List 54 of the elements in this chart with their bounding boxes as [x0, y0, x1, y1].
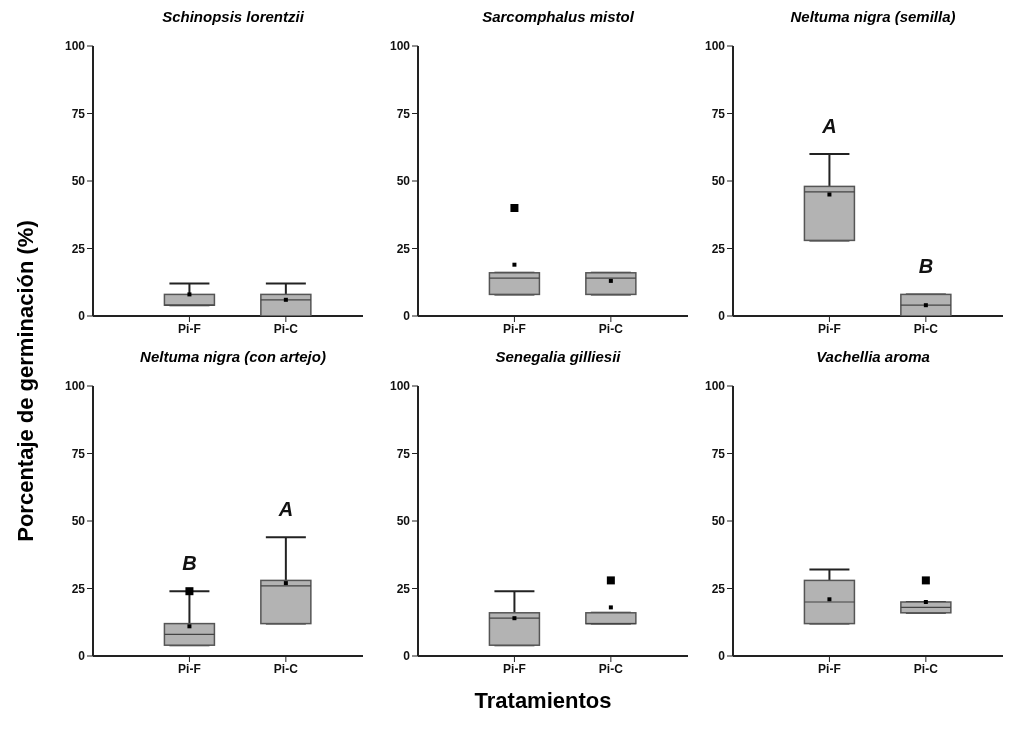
y-tick-label: 25: [71, 581, 86, 596]
y-tick-label: 0: [78, 649, 86, 664]
y-tick-label: 0: [403, 309, 411, 324]
y-tick-label: 50: [396, 514, 411, 529]
annotation: A: [821, 115, 837, 137]
y-tick-label: 0: [403, 649, 411, 664]
x-tick-label: Pi-C: [913, 661, 939, 676]
y-tick-label: 25: [71, 241, 86, 256]
x-tick-label: Pi-F: [178, 321, 201, 336]
y-tick-label: 25: [711, 581, 726, 596]
x-tick-label: Pi-C: [598, 321, 624, 336]
y-tick-label: 0: [78, 309, 86, 324]
y-tick-label: 25: [396, 581, 411, 596]
annotation: B: [918, 255, 934, 278]
y-tick-label: 25: [711, 241, 726, 256]
annotation: B: [182, 552, 197, 575]
chart-title: Senegalia gilliesii: [494, 348, 622, 367]
y-tick-label: 0: [718, 649, 726, 664]
y-tick-label: 50: [71, 174, 86, 189]
y-tick-label: 50: [711, 174, 726, 189]
x-tick-label: Pi-F: [818, 661, 841, 676]
y-tick-label: 75: [71, 446, 86, 461]
x-tick-label: Pi-C: [273, 661, 299, 676]
y-tick-label: 100: [64, 39, 86, 54]
y-tick-label: 50: [711, 514, 726, 529]
y-tick-label: 100: [389, 39, 411, 54]
y-tick-label: 50: [396, 174, 411, 189]
y-tick-label: 75: [396, 106, 411, 121]
y-tick-label: 75: [71, 106, 86, 121]
x-tick-label: Pi-F: [818, 321, 841, 336]
chart-title: Neltuma nigra (con artejo): [139, 348, 327, 367]
x-tick-label: Pi-C: [273, 321, 299, 336]
y-axis-title: Porcentaje de germinación (%): [13, 219, 39, 544]
annotation: A: [277, 498, 294, 521]
chart-title: Neltuma nigra (semilla): [789, 8, 957, 27]
y-tick-label: 100: [704, 39, 726, 54]
x-axis-title: Tratamientos: [473, 688, 613, 714]
y-tick-label: 75: [711, 446, 726, 461]
x-tick-label: Pi-C: [598, 661, 624, 676]
y-tick-label: 25: [396, 241, 411, 256]
y-tick-label: 100: [64, 379, 86, 394]
y-tick-label: 50: [71, 514, 86, 529]
x-tick-label: Pi-F: [178, 661, 201, 676]
x-tick-label: Pi-F: [503, 661, 526, 676]
y-tick-label: 100: [704, 379, 726, 394]
y-tick-label: 75: [711, 106, 726, 121]
chart-title: Sarcomphalus mistol: [481, 8, 635, 27]
x-tick-label: Pi-C: [913, 321, 939, 336]
chart-title: Schinopsis lorentzii: [161, 8, 305, 27]
y-tick-label: 0: [718, 309, 726, 324]
y-tick-label: 100: [389, 379, 411, 394]
chart-title: Vachellia aroma: [815, 348, 931, 367]
y-tick-label: 75: [396, 446, 411, 461]
x-tick-label: Pi-F: [503, 321, 526, 336]
